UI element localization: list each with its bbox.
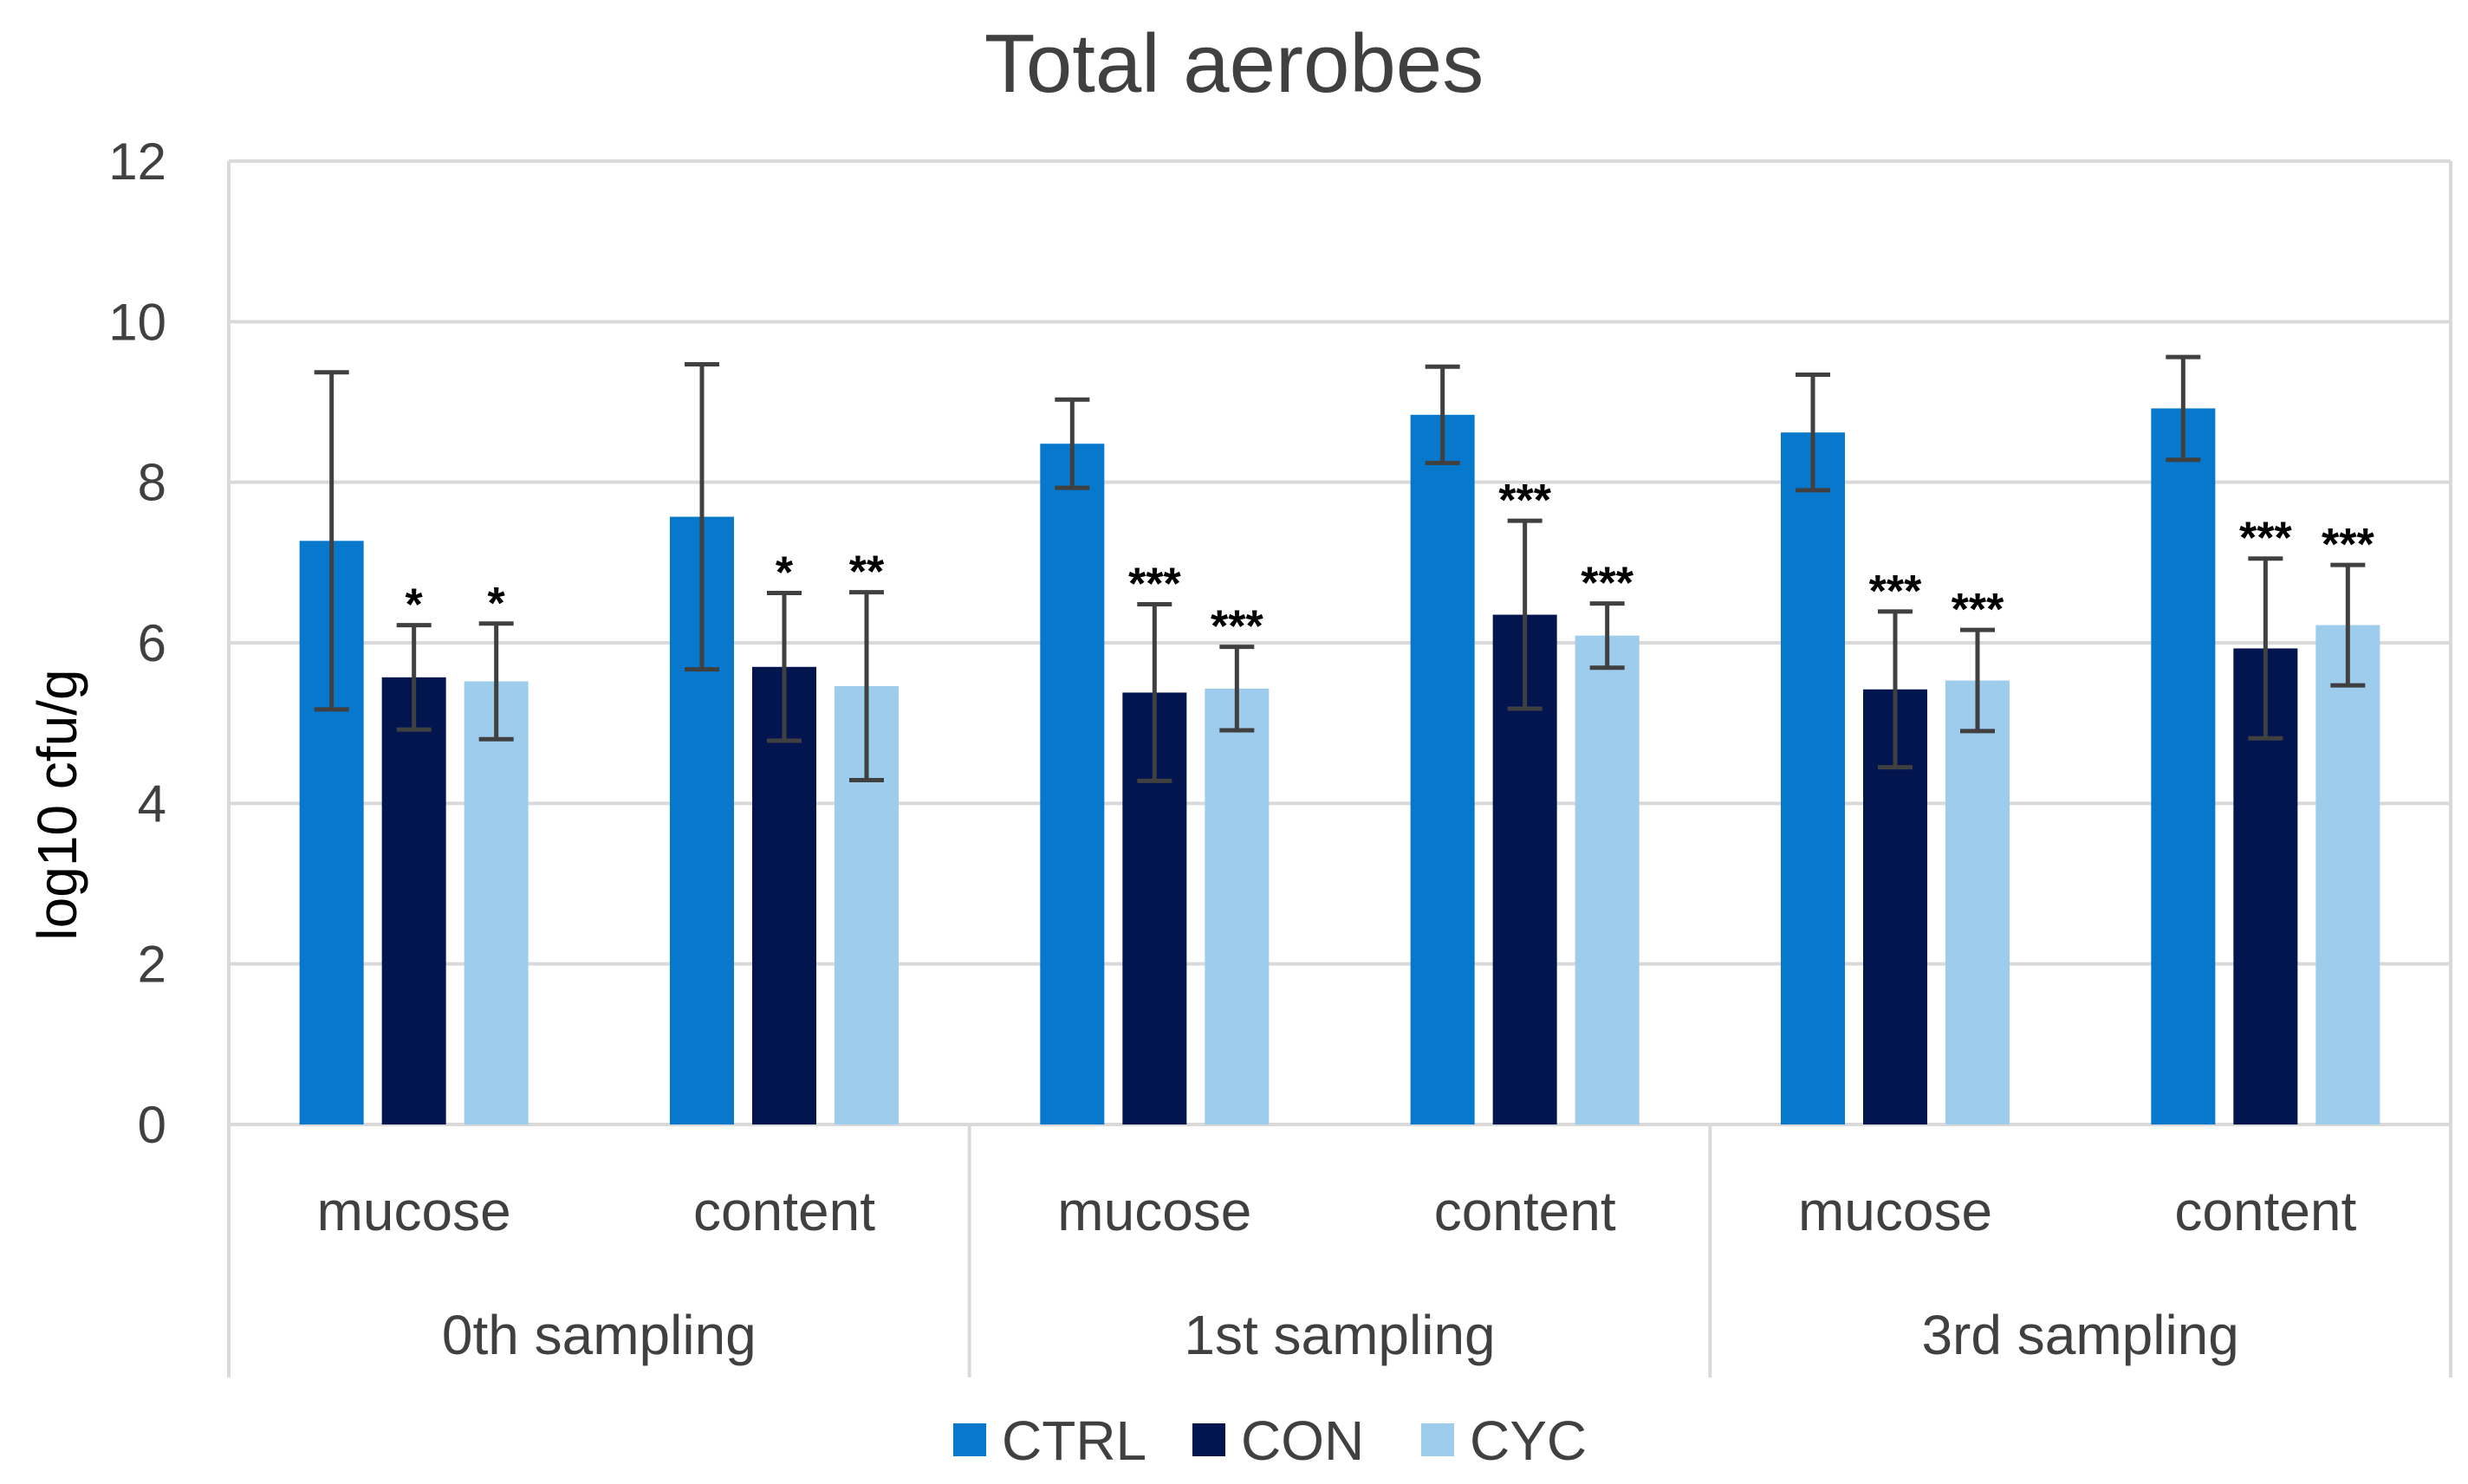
x-category-label: mucose — [317, 1180, 511, 1242]
significance-label: *** — [1869, 567, 1922, 617]
error-bar — [1219, 645, 1255, 733]
bar-ctrl — [1040, 444, 1105, 1124]
x-category-label: content — [1434, 1180, 1616, 1242]
error-bar — [2248, 556, 2283, 741]
bar-ctrl — [1781, 432, 1845, 1124]
legend-label: CYC — [1470, 1409, 1587, 1472]
significance-label: *** — [1581, 559, 1633, 609]
significance-label: *** — [1498, 476, 1551, 526]
significance-label: *** — [1211, 602, 1263, 652]
x-group-label: 1st sampling — [1184, 1304, 1495, 1366]
x-group-label: 0th sampling — [442, 1304, 757, 1366]
y-tick-label: 0 — [138, 1096, 166, 1154]
x-axis-categories: mucose content mucose content mucose content 0… — [227, 1124, 2452, 1377]
y-tick-label: 12 — [108, 133, 166, 191]
bar-cyc — [1945, 680, 2010, 1124]
x-category-label: content — [693, 1180, 875, 1242]
significance-label: *** — [2322, 520, 2374, 570]
significance-label: *** — [2239, 514, 2292, 564]
chart-title: Total aerobes — [984, 17, 1484, 110]
legend-swatch — [1421, 1423, 1454, 1456]
error-bar — [1589, 601, 1625, 671]
bars — [299, 408, 2380, 1124]
significance-marks: * ** ** ************ *** ****** *** — [406, 476, 2375, 651]
legend-swatch — [953, 1423, 986, 1456]
x-category-label: content — [2174, 1180, 2356, 1242]
legend-swatch — [1192, 1423, 1225, 1456]
error-bar — [2330, 562, 2366, 688]
bar-ctrl — [1410, 414, 1475, 1124]
bar-cyc — [1575, 635, 1640, 1124]
error-bar — [767, 591, 802, 743]
error-bar — [1960, 627, 1995, 734]
significance-label: * — [488, 579, 506, 629]
error-bar — [1425, 364, 1460, 465]
error-bar — [1137, 602, 1172, 783]
bar-cyc — [1205, 688, 1270, 1124]
significance-label: *** — [1128, 560, 1181, 610]
y-axis-label: log10 cfu/g — [26, 669, 88, 940]
error-bar — [849, 590, 884, 782]
bar-cyc — [2315, 625, 2380, 1124]
y-tick-label: 10 — [108, 293, 166, 351]
legend-item-ctrl: CTRL — [953, 1409, 1146, 1472]
error-bar — [1796, 372, 1830, 493]
legend-item-con: CON — [1192, 1409, 1364, 1472]
error-bar — [478, 621, 514, 742]
x-category-label: mucose — [1798, 1180, 1992, 1242]
plot-frame — [227, 159, 2452, 1126]
bar-con — [752, 666, 816, 1124]
bar-ctrl — [2151, 408, 2216, 1124]
legend: CTRL CON CYC — [953, 1409, 1587, 1472]
gridlines — [229, 159, 2451, 966]
error-bar — [1055, 397, 1090, 490]
x-group-label: 3rd sampling — [1921, 1304, 2238, 1366]
legend-label: CTRL — [1002, 1409, 1146, 1472]
error-bar — [685, 361, 719, 672]
x-category-label: mucose — [1057, 1180, 1251, 1242]
error-bar — [2166, 354, 2201, 463]
significance-label: * — [776, 548, 794, 599]
y-tick-label: 8 — [138, 454, 166, 512]
bar-cyc — [464, 681, 529, 1124]
y-tick-label: 6 — [138, 614, 166, 672]
error-bar — [1507, 518, 1542, 711]
legend-item-cyc: CYC — [1421, 1409, 1587, 1472]
bar-con — [381, 677, 446, 1124]
significance-label: * — [406, 580, 424, 631]
y-axis-ticks: 0 2 4 6 8 10 12 — [108, 133, 166, 1154]
legend-label: CON — [1241, 1409, 1364, 1472]
significance-label: *** — [1952, 585, 2004, 635]
error-bar — [396, 623, 432, 732]
error-bar — [1878, 609, 1913, 770]
y-tick-label: 2 — [138, 936, 166, 994]
significance-label: ** — [849, 548, 885, 598]
y-tick-label: 4 — [138, 774, 166, 833]
error-bars — [314, 354, 2366, 783]
error-bar — [314, 370, 349, 712]
